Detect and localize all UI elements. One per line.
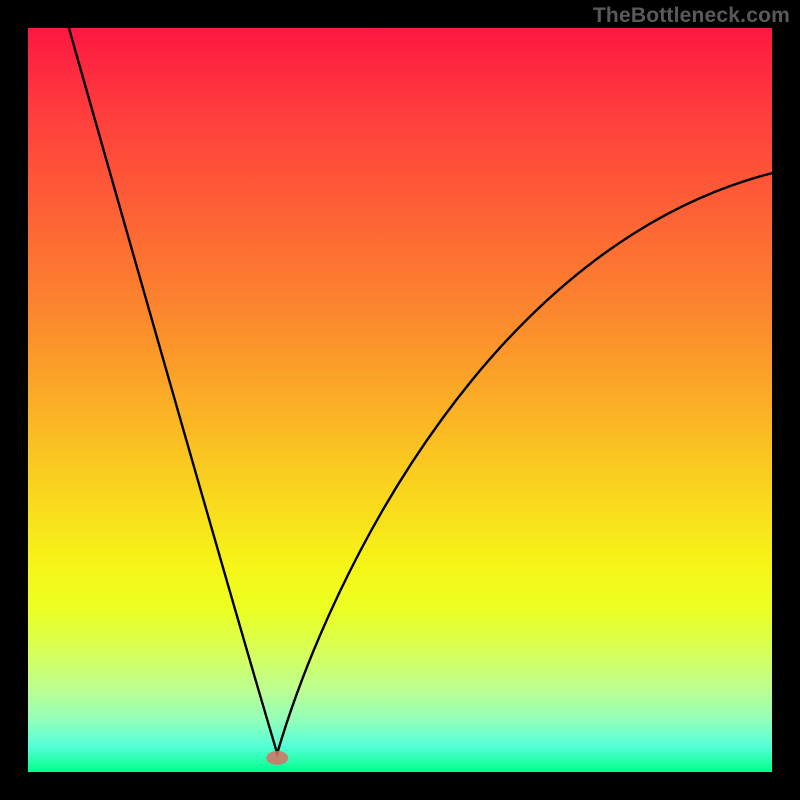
watermark-text: TheBottleneck.com: [593, 4, 790, 28]
plot-area: [28, 28, 772, 772]
optimal-point-marker: [266, 751, 288, 765]
gradient-background: [28, 28, 772, 772]
bottleneck-curve-chart: [28, 28, 772, 772]
chart-container: TheBottleneck.com: [0, 0, 800, 800]
